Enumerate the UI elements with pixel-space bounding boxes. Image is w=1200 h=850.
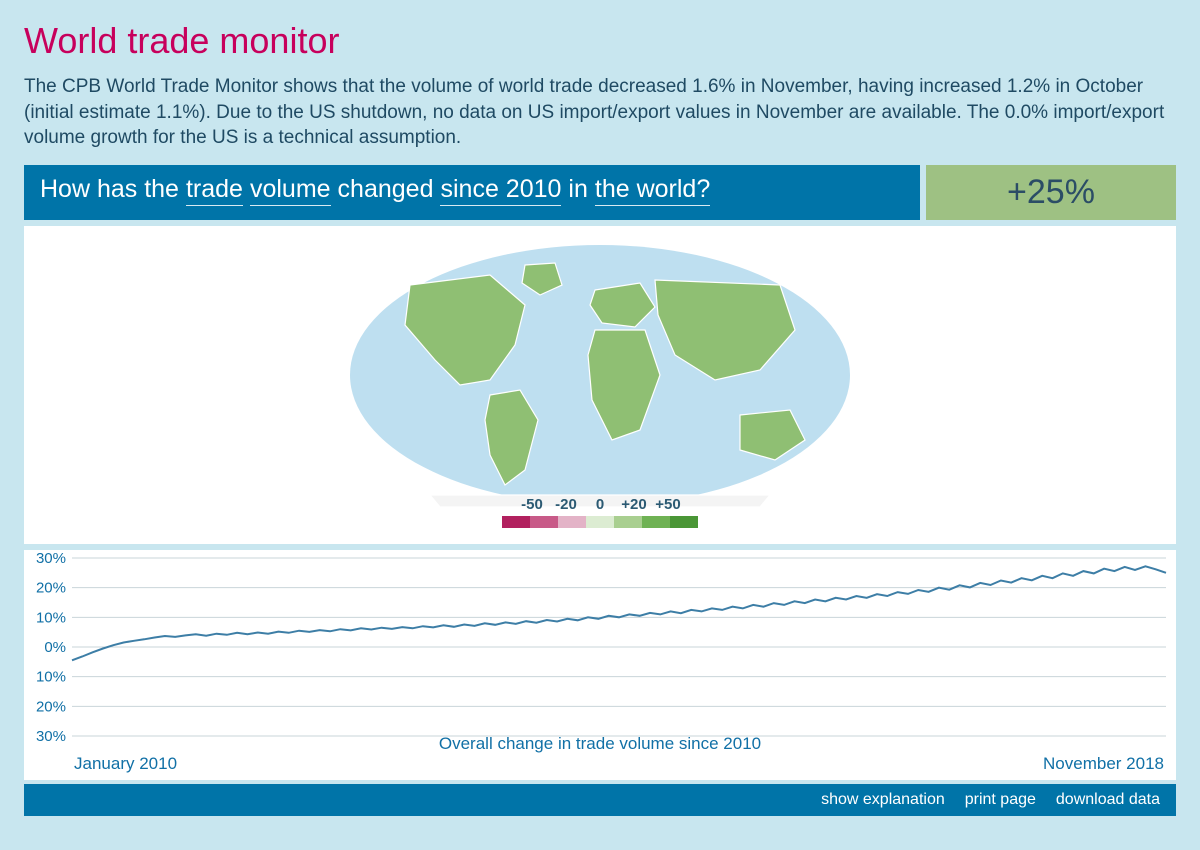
- legend-tick: +20: [617, 496, 651, 513]
- legend-tick: +50: [651, 496, 685, 513]
- question-row: How has thetradevolumechangedsince 2010i…: [24, 165, 1176, 220]
- legend-swatch: [642, 516, 670, 528]
- intro-text: The CPB World Trade Monitor shows that t…: [24, 74, 1176, 151]
- svg-text:0%: 0%: [44, 639, 66, 656]
- legend-swatch: [558, 516, 586, 528]
- footer-link-download-data[interactable]: download data: [1056, 791, 1160, 809]
- trade-line-chart[interactable]: 30% 20% 10% 0% 10% 20% 30%: [24, 550, 1176, 780]
- answer-value: +25%: [926, 165, 1176, 220]
- footer-bar: show explanation print page download data: [24, 784, 1176, 816]
- legend-swatch: [502, 516, 530, 528]
- map-legend: -50-200+20+50: [502, 496, 698, 528]
- legend-tick: -20: [549, 496, 583, 513]
- page-title: World trade monitor: [24, 20, 1176, 62]
- footer-link-show-explanation[interactable]: show explanation: [821, 791, 945, 809]
- question-select-4[interactable]: since 2010: [440, 175, 561, 206]
- world-map-panel: -50-200+20+50: [24, 226, 1176, 544]
- trade-chart-panel: 30%20%10%0%10%20%30% Overall change in t…: [24, 550, 1176, 780]
- legend-swatch: [670, 516, 698, 528]
- question-select-2[interactable]: volume: [250, 175, 331, 206]
- page-root: World trade monitor The CPB World Trade …: [0, 0, 1200, 850]
- legend-swatch: [614, 516, 642, 528]
- question-text-3: changed: [338, 175, 434, 204]
- question-text-0: How has the: [40, 175, 179, 204]
- question-text-5: in: [568, 175, 587, 204]
- question-select-6[interactable]: the world?: [595, 175, 710, 206]
- legend-tick: 0: [583, 496, 617, 513]
- legend-tick: -50: [515, 496, 549, 513]
- svg-text:30%: 30%: [36, 728, 66, 745]
- legend-swatch: [530, 516, 558, 528]
- svg-text:10%: 10%: [36, 609, 66, 626]
- x-axis-end: November 2018: [1043, 754, 1164, 774]
- world-map[interactable]: [340, 235, 860, 535]
- svg-text:10%: 10%: [36, 669, 66, 686]
- svg-text:20%: 20%: [36, 698, 66, 715]
- x-axis-start: January 2010: [74, 754, 177, 774]
- footer-link-print-page[interactable]: print page: [965, 791, 1036, 809]
- svg-text:20%: 20%: [36, 580, 66, 597]
- question-bar: How has thetradevolumechangedsince 2010i…: [24, 165, 920, 220]
- question-select-1[interactable]: trade: [186, 175, 243, 206]
- legend-swatch: [586, 516, 614, 528]
- svg-text:30%: 30%: [36, 550, 66, 567]
